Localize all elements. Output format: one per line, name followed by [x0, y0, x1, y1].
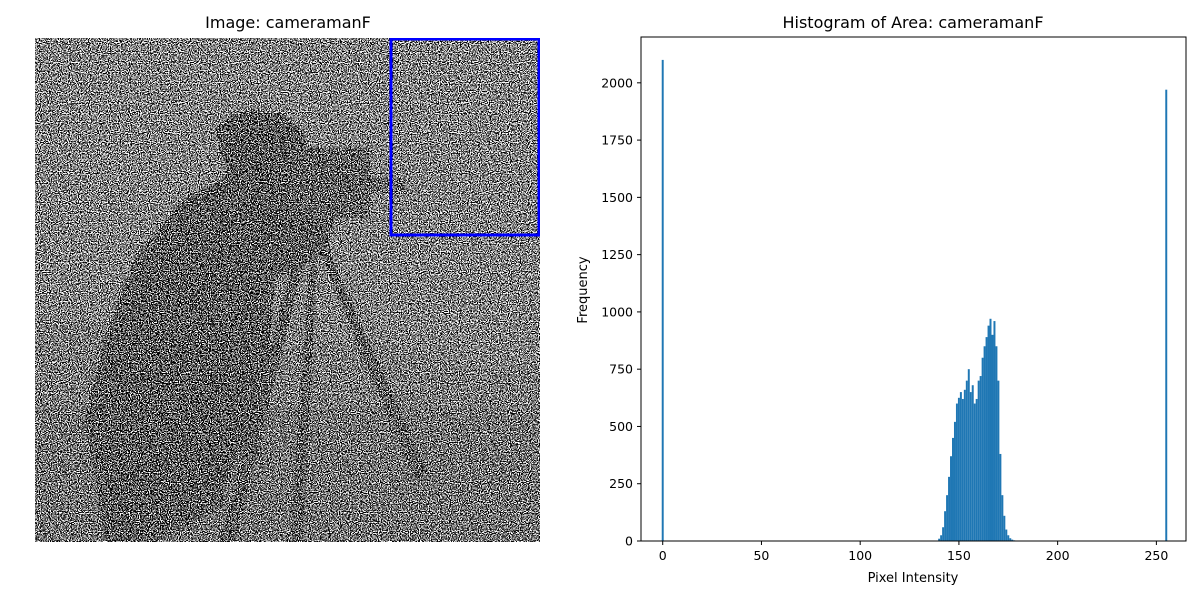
histogram-bar	[1165, 89, 1168, 541]
histogram-bar	[965, 380, 968, 541]
histogram-bar	[948, 476, 951, 541]
cameraman-noisy-image	[35, 38, 540, 542]
histogram-bar	[950, 456, 952, 541]
histogram-bar	[1005, 529, 1008, 541]
histogram-bar	[999, 453, 1002, 541]
selection-rectangle[interactable]	[389, 38, 540, 237]
image-panel-title: Image: cameramanF	[205, 13, 371, 32]
histogram-bar	[661, 59, 664, 541]
histogram-bar	[963, 389, 966, 541]
x-axis-label: Pixel Intensity	[868, 571, 959, 586]
histogram-bar	[971, 385, 974, 541]
x-tick-label: 100	[848, 548, 872, 563]
histogram-title: Histogram of Area: cameramanF	[782, 13, 1044, 32]
x-tick-label: 150	[947, 548, 971, 563]
histogram-bar	[969, 392, 972, 541]
y-tick-label: 500	[609, 419, 633, 434]
histogram-bar	[1001, 495, 1004, 541]
histogram-bar	[1003, 515, 1006, 541]
x-tick-label: 200	[1046, 548, 1070, 563]
y-axis-label: Frequency	[576, 256, 591, 323]
plot-frame	[640, 36, 1187, 542]
y-tick-label: 2000	[601, 75, 633, 90]
y-tick-label: 0	[625, 534, 633, 549]
x-tick-label: 0	[659, 548, 667, 563]
histogram-bar	[997, 380, 1000, 541]
histogram-bar	[981, 357, 984, 541]
histogram-bar	[1009, 538, 1012, 541]
histogram-bar	[979, 376, 982, 541]
histogram-bar	[989, 318, 992, 541]
image-panel	[35, 38, 540, 542]
histogram-bar	[967, 369, 970, 541]
histogram-bar	[1011, 539, 1014, 541]
histogram-bar	[991, 334, 994, 541]
y-tick-label: 250	[609, 476, 633, 491]
histogram-bar	[942, 527, 945, 541]
histogram-bar	[940, 535, 943, 541]
histogram-bar	[977, 380, 980, 541]
histogram-bars	[661, 59, 1168, 541]
x-axis-ticks: 0 50 100 150 200 250	[659, 541, 1168, 563]
histogram-bar	[975, 398, 978, 541]
histogram-bar	[983, 346, 986, 541]
y-tick-label: 1750	[601, 133, 633, 148]
histogram-bar	[1007, 535, 1010, 541]
y-tick-label: 1000	[601, 304, 633, 319]
histogram-bar	[952, 437, 954, 541]
histogram-bar	[993, 321, 996, 541]
histogram-bar	[973, 403, 976, 541]
y-tick-label: 1250	[601, 247, 633, 262]
histogram-bar	[959, 392, 962, 541]
histogram-bar	[946, 495, 949, 541]
histogram-bar	[985, 337, 988, 541]
histogram-bar	[944, 511, 947, 541]
y-tick-label: 1500	[601, 190, 633, 205]
histogram-bar	[995, 346, 998, 541]
y-tick-label: 750	[609, 362, 633, 377]
y-axis-ticks: 0 250 500 750 1000 1250 1500 1750 2000	[601, 75, 641, 549]
x-tick-label: 250	[1144, 548, 1168, 563]
histogram-bar	[987, 325, 990, 541]
histogram-bar	[961, 398, 964, 541]
histogram-bar	[953, 421, 956, 541]
x-tick-label: 50	[753, 548, 769, 563]
salt-pepper-noise	[35, 38, 540, 542]
histogram-bar	[938, 538, 941, 541]
histogram-bar	[955, 403, 958, 541]
histogram-bar	[957, 397, 960, 541]
